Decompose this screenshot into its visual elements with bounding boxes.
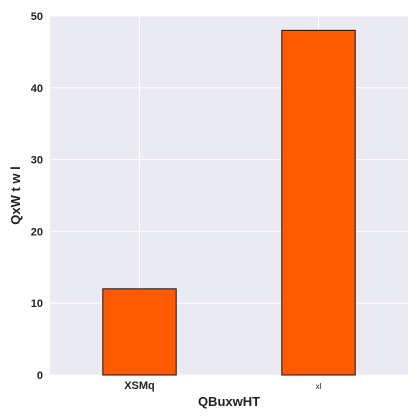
x-axis-title: QBuxwHT [198, 394, 260, 409]
y-tick-label: 20 [31, 226, 43, 238]
y-axis-title: QxW t w l [8, 166, 23, 225]
y-tick-label: 30 [31, 155, 43, 167]
x-tick-label: XSMq [124, 380, 155, 392]
x-tick-labels: XSMq xl [124, 380, 321, 392]
y-tick-label: 10 [31, 298, 43, 310]
bars [102, 29, 356, 376]
x-tick-label: xl [316, 382, 322, 391]
y-tick-label: 0 [37, 370, 43, 382]
y-tick-labels: 0 10 20 30 40 50 [31, 11, 43, 382]
y-tick-label: 40 [31, 83, 43, 95]
bar-XSMq [102, 288, 177, 376]
y-tick-label: 50 [31, 11, 43, 23]
bar-xl [281, 29, 356, 376]
